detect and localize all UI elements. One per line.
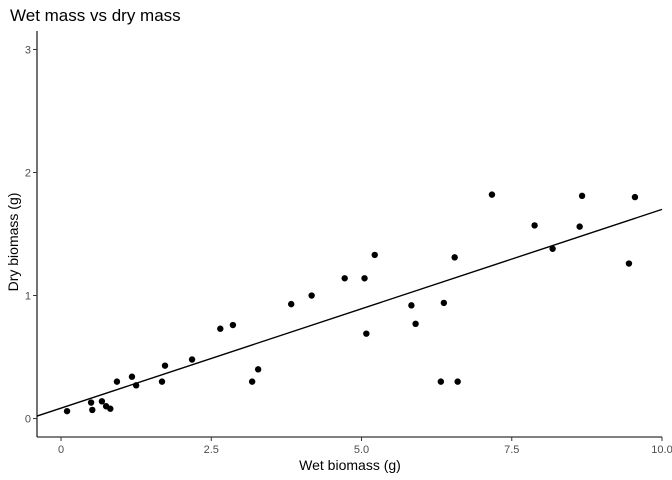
data-point [128, 373, 136, 380]
y-tick-label: 0 [25, 414, 31, 426]
data-point [451, 254, 458, 261]
data-point [87, 399, 95, 406]
data-point [229, 321, 237, 329]
data-point [437, 378, 445, 385]
points-layer [63, 191, 639, 415]
data-point [631, 193, 639, 201]
chart-title: Wet mass vs dry mass [10, 6, 181, 25]
x-tick-label: 5.0 [354, 444, 369, 456]
data-point [248, 378, 256, 385]
data-point [113, 378, 121, 385]
data-point [308, 292, 315, 299]
x-tick-label: 2.5 [204, 444, 219, 456]
data-point [363, 330, 370, 337]
data-point [217, 325, 224, 332]
data-point [578, 192, 586, 200]
y-axis-title: Dry biomass (g) [5, 193, 21, 292]
data-point [341, 275, 348, 282]
data-point [158, 378, 166, 385]
y-tick-label: 3 [25, 44, 31, 56]
x-tick-label: 0 [58, 444, 64, 456]
data-point [254, 366, 262, 373]
data-point [408, 302, 415, 309]
data-point [361, 275, 368, 282]
y-tick-label: 1 [25, 291, 31, 303]
x-axis-title: Wet biomass (g) [299, 457, 401, 473]
data-point [440, 299, 448, 307]
fit-line [36, 208, 663, 417]
data-point [288, 300, 295, 308]
data-point [488, 191, 496, 198]
fit-line-layer [36, 208, 663, 417]
data-point [531, 222, 538, 229]
y-tick-label: 2 [25, 167, 31, 179]
data-point [625, 260, 633, 267]
data-point [63, 407, 71, 415]
data-point [107, 405, 114, 412]
data-point [454, 378, 461, 385]
data-point [98, 398, 106, 405]
data-point [89, 406, 96, 414]
x-tick-label: 10.0 [651, 444, 672, 456]
data-point [188, 356, 196, 363]
y-axis-ticks: 0 1 2 3 [25, 44, 37, 426]
x-tick-label: 7.5 [504, 444, 519, 456]
data-point [549, 245, 556, 252]
data-point [412, 320, 419, 328]
x-axis-ticks: 0 2.5 5.0 7.5 10.0 [58, 437, 672, 456]
data-point [161, 362, 169, 369]
data-point [371, 251, 378, 259]
data-point [576, 223, 583, 230]
